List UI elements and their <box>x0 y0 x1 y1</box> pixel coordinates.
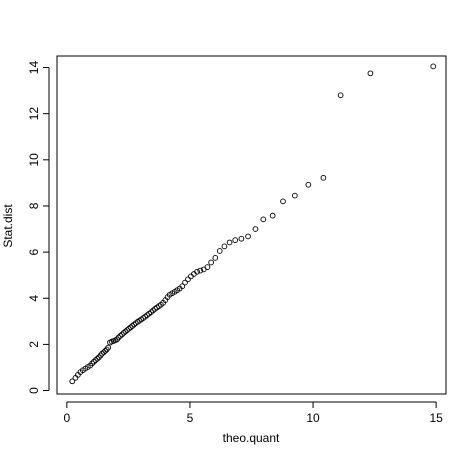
data-point <box>127 324 134 331</box>
y-axis: 0 2 4 6 8 10 12 14 <box>27 61 50 394</box>
data-point <box>89 360 96 367</box>
data-point <box>305 181 312 188</box>
data-point <box>232 237 239 243</box>
data-point <box>124 327 131 333</box>
data-point <box>367 70 374 77</box>
data-point <box>96 354 102 361</box>
data-point <box>238 235 245 242</box>
data-point <box>126 325 132 332</box>
plot-frame <box>56 55 447 395</box>
data-point <box>291 192 298 199</box>
y-tick-label: 0 <box>27 387 41 394</box>
y-tick-label: 8 <box>27 202 41 209</box>
data-point <box>269 212 276 219</box>
data-point <box>179 283 186 290</box>
data-point <box>99 350 105 357</box>
data-point <box>245 233 251 240</box>
data-point <box>252 226 259 232</box>
data-point <box>280 198 286 205</box>
data-point <box>260 216 267 223</box>
data-point <box>94 355 101 362</box>
data-point <box>337 92 344 99</box>
data-point <box>216 248 223 254</box>
data-point <box>115 334 122 341</box>
x-axis-label: theo.quant <box>223 431 280 445</box>
x-tick-label: 10 <box>306 411 320 425</box>
y-tick-label: 2 <box>27 341 41 348</box>
x-tick-label: 5 <box>187 411 194 425</box>
data-point <box>131 321 137 328</box>
data-point <box>208 259 214 266</box>
data-point <box>182 279 188 286</box>
y-tick-label: 4 <box>27 295 41 302</box>
data-point <box>119 331 125 338</box>
data-point <box>69 378 76 385</box>
y-tick-label: 10 <box>27 153 41 167</box>
y-tick-label: 14 <box>27 61 41 75</box>
x-axis: 0 5 10 15 <box>64 401 443 425</box>
data-point <box>197 267 204 274</box>
y-tick-label: 6 <box>27 248 41 255</box>
data-point <box>117 333 124 339</box>
data-point <box>105 344 112 351</box>
data-point <box>221 243 228 250</box>
data-point <box>212 255 219 261</box>
data-point <box>120 330 127 336</box>
data-point <box>320 174 327 181</box>
data-point <box>194 268 200 275</box>
y-axis-label: Stat.dist <box>1 204 15 248</box>
data-point <box>91 358 97 365</box>
data-point <box>204 264 211 270</box>
data-point <box>185 276 191 283</box>
data-point <box>102 348 109 354</box>
x-tick-label: 0 <box>64 411 71 425</box>
data-point <box>226 239 233 246</box>
data-points <box>69 63 437 385</box>
data-point <box>92 357 99 363</box>
y-tick-label: 12 <box>27 107 41 121</box>
data-point <box>430 63 437 70</box>
data-point <box>122 328 129 335</box>
data-point <box>129 323 136 329</box>
x-tick-label: 15 <box>429 411 443 425</box>
